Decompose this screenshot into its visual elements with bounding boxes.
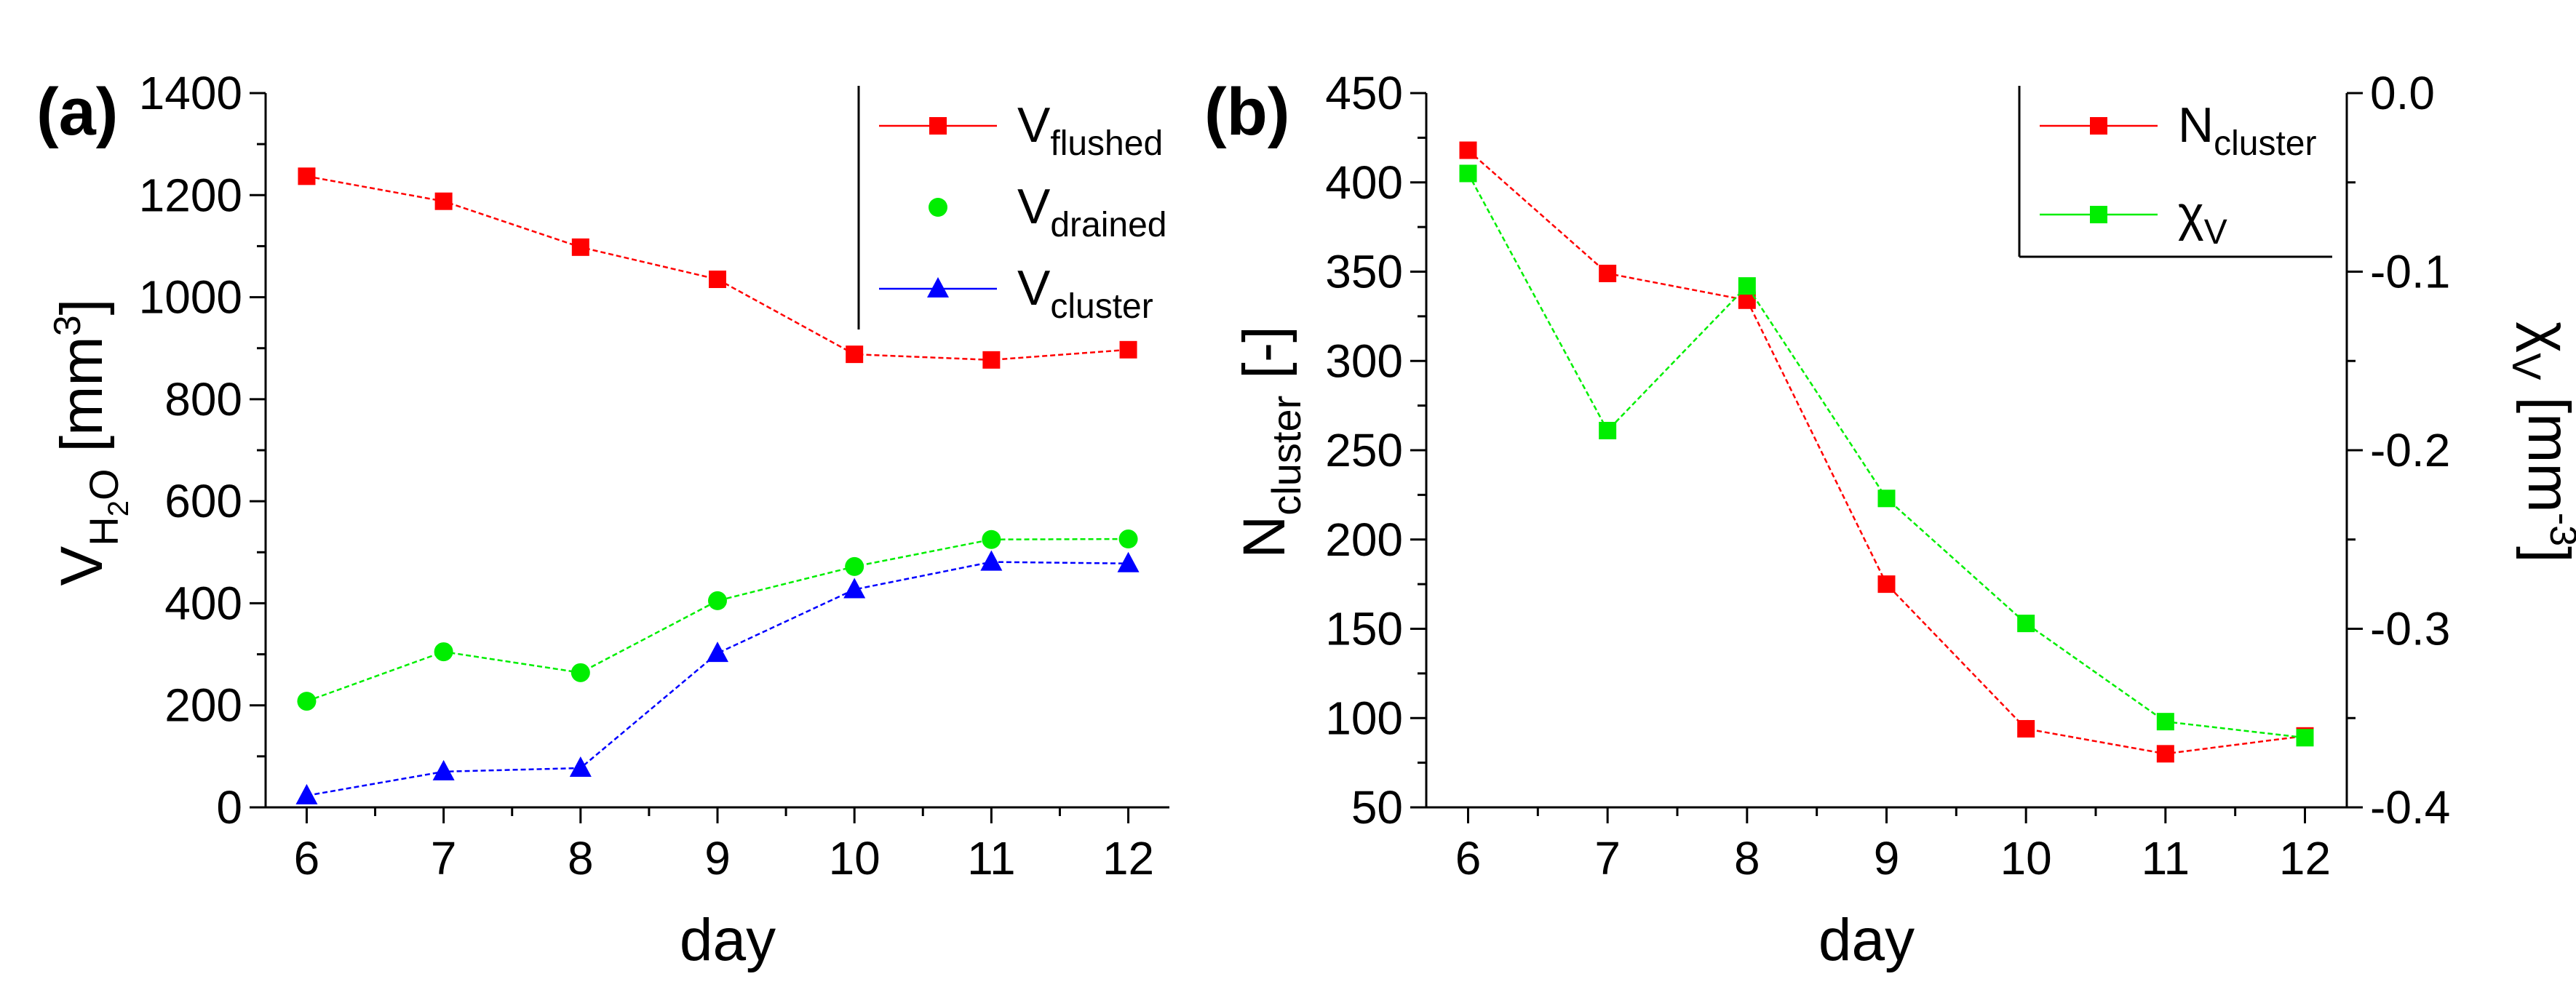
- panel-b-x-tick-label: 6: [1455, 832, 1482, 884]
- panel-a-legend-marker: [929, 198, 947, 217]
- panel-b-y-axis-label: Ncluster [-]: [1231, 326, 1309, 559]
- panel-a-series-2-point: [569, 756, 592, 777]
- panel-b-y2-tick-label: -0.2: [2370, 424, 2450, 476]
- panel-a-y-tick-label: 200: [164, 679, 242, 732]
- panel-a-series-1-point: [571, 663, 590, 682]
- panel-a-series-0-line: [306, 175, 1129, 361]
- panel-a-legend-label: Vflushed: [1017, 97, 1163, 163]
- panel-b-legend: Ncluster χV: [2018, 86, 2332, 258]
- panel-b-series-1-point: [1459, 164, 1477, 183]
- panel-b-series-1-point: [1738, 277, 1756, 295]
- panel-b-y-tick-label: 450: [1325, 67, 1403, 119]
- panel-b-y-tick-label: 200: [1325, 514, 1403, 566]
- panel-a-y-tick-label: 1000: [139, 271, 242, 324]
- panel-a-series-2-point: [843, 578, 866, 599]
- panel-a-series-1-point: [1118, 530, 1138, 549]
- panel-a-series-1-point: [845, 556, 864, 576]
- panel-b-marks: [1459, 141, 2314, 763]
- panel-b-legend-marker: [2090, 117, 2107, 135]
- panel-b-series-1-point: [1599, 421, 1617, 439]
- panel-b-x-tick-label: 10: [2000, 832, 2052, 884]
- panel-b-y-tick-label: 400: [1325, 156, 1403, 209]
- panel-a-legend-marker: [927, 277, 949, 297]
- panel-a-label: (a): [36, 75, 118, 149]
- panel-a-y-tick-label: 800: [164, 373, 242, 425]
- panel-b-y-tick-label: 150: [1325, 603, 1403, 655]
- panel-a-series-0-point: [709, 271, 726, 289]
- panel-b-axes: 6 7 8 9 10 11 12 50 100 150 200 250 300 350 400 450 -0.4…: [1325, 67, 2450, 884]
- panel-a-y-tick-label: 1400: [139, 67, 242, 119]
- panel-b-y-tick-label: 250: [1325, 424, 1403, 476]
- panel-b-series-1-point: [2017, 615, 2035, 633]
- panel-b-legend-marker: [2090, 206, 2107, 223]
- panel-b-y-tick-label: 100: [1325, 692, 1403, 744]
- panel-a-series-1-point: [434, 642, 453, 662]
- panel-b-label: (b): [1204, 75, 1289, 149]
- panel-a-x-tick-label: 8: [568, 832, 594, 884]
- panel-a-legend: Vflushed Vdrained Vcluster: [857, 86, 1166, 329]
- panel-b-y-tick-label: 350: [1325, 246, 1403, 298]
- panel-a-series-2-point: [1117, 551, 1140, 572]
- panel-a-series-0-point: [434, 192, 453, 210]
- panel-b-y-tick-label: 300: [1325, 335, 1403, 387]
- panel-b-y-tick-label: 50: [1351, 781, 1403, 834]
- panel-b-series-1-point: [2156, 713, 2174, 731]
- panel-b-series-0-point: [2017, 719, 2035, 738]
- panel-a-series-0-point: [1119, 340, 1137, 359]
- panel-b-x-tick-label: 12: [2279, 832, 2331, 884]
- panel-b-legend-label: Ncluster: [2178, 97, 2317, 163]
- panel-b-x-tick-label: 8: [1734, 832, 1760, 884]
- panel-a-marks: [295, 167, 1140, 804]
- panel-a-series-0-point: [846, 345, 864, 364]
- panel-a-series-1-point: [982, 530, 1001, 549]
- panel-a-y-axis-label: VH2O [mm3]: [47, 299, 135, 586]
- panel-b-x-tick-label: 9: [1874, 832, 1900, 884]
- panel-a-series-1-point: [708, 591, 727, 610]
- panel-a-x-tick-label: 9: [704, 832, 731, 884]
- panel-b-legend-label: χV: [2178, 186, 2227, 252]
- panel-b-series-0-point: [1599, 264, 1617, 282]
- panel-b-series-0-point: [1459, 141, 1477, 159]
- panel-a-series-2-point: [707, 642, 728, 663]
- panel-b-x-tick-label: 7: [1594, 832, 1621, 884]
- panel-a: (a) 6 7 8 9 10 11 120200400600800100012001400 …: [36, 67, 1169, 973]
- panel-a-y-tick-label: 600: [164, 475, 242, 527]
- panel-a-x-axis-label: day: [680, 907, 776, 973]
- panel-a-series-0-point: [982, 351, 1001, 369]
- panel-b-series-1-point: [2296, 729, 2314, 747]
- panel-b-series-0-point: [1877, 575, 1896, 594]
- panel-a-y-tick-label: 400: [164, 577, 242, 629]
- panel-a-series-2-point: [432, 759, 455, 780]
- panel-a-x-tick-label: 6: [294, 832, 320, 884]
- panel-b-y2-tick-label: 0.0: [2370, 67, 2435, 119]
- panel-b-y2-tick-label: -0.4: [2370, 781, 2450, 834]
- panel-a-series-2-point: [295, 783, 318, 804]
- panel-a-x-tick-label: 12: [1102, 832, 1154, 884]
- panel-a-y-tick-label: 1200: [139, 169, 242, 221]
- panel-a-x-tick-label: 7: [431, 832, 457, 884]
- panel-a-legend-label: Vdrained: [1017, 179, 1166, 244]
- panel-a-y-tick-label: 0: [216, 781, 242, 834]
- panel-b-x-axis-label: day: [1818, 907, 1915, 973]
- panel-b: (b) 6 7 8 9 10 11 12 50 100 150 200 250 300 350 400 450…: [1204, 67, 2576, 973]
- panel-b-y2-tick-label: -0.3: [2370, 603, 2450, 655]
- panel-a-series-0-point: [298, 167, 316, 185]
- panel-a-series-1-point: [297, 692, 317, 711]
- panel-a-x-tick-label: 10: [829, 832, 880, 884]
- panel-b-y2-tick-label: -0.1: [2370, 246, 2450, 298]
- panel-a-x-tick-label: 11: [967, 832, 1015, 884]
- panel-a-series-2-point: [980, 550, 1003, 571]
- panel-a-series-1-line: [306, 538, 1129, 703]
- panel-b-y2-axis-label: χV [mm-3]: [2504, 321, 2576, 563]
- panel-a-series-0-point: [571, 238, 589, 256]
- panel-b-series-1-point: [1877, 489, 1896, 508]
- panel-a-legend-marker: [929, 117, 947, 135]
- panel-b-series-1-line: [1467, 172, 2305, 739]
- panel-a-axes: 6 7 8 9 10 11 12 0 200 400 600 800 1000 1200 1400: [139, 67, 1169, 884]
- panel-a-legend-label: Vcluster: [1017, 260, 1153, 326]
- panel-b-x-tick-label: 11: [2142, 832, 2190, 884]
- panel-b-series-0-point: [2156, 745, 2174, 763]
